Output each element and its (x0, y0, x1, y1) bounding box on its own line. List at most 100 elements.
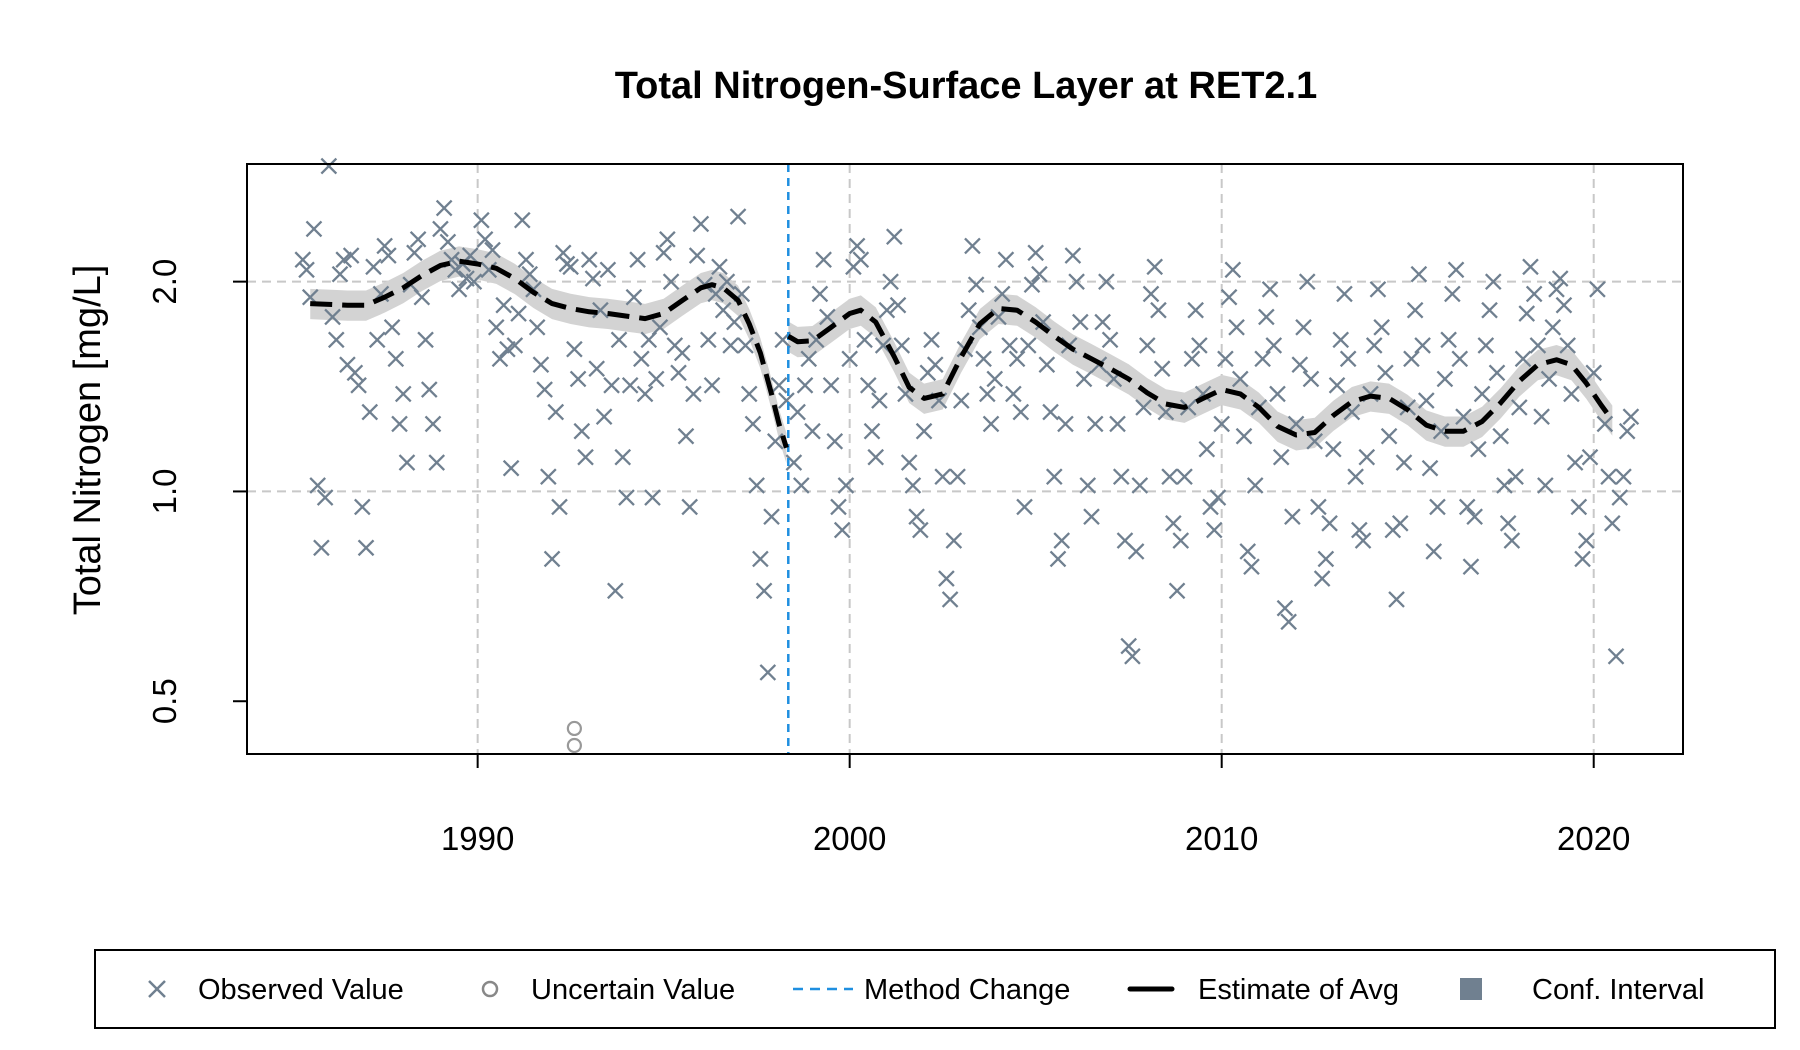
observed-point (859, 376, 877, 394)
plot-frame (246, 163, 1684, 755)
observed-point (1477, 337, 1495, 354)
observed-point (655, 244, 672, 262)
x-tick-label: 2000 (813, 820, 886, 857)
observed-point (1425, 543, 1443, 560)
observed-point (819, 308, 836, 326)
observed-point (1525, 285, 1543, 303)
observed-point (1332, 331, 1350, 349)
observed-point (938, 570, 955, 587)
observed-point (413, 288, 431, 306)
observed-point (1098, 273, 1115, 290)
observed-point (618, 489, 635, 506)
observed-point (982, 415, 1000, 433)
observed-point (740, 385, 758, 403)
observed-point (569, 370, 587, 388)
observed-point (804, 422, 821, 440)
observed-point (1548, 280, 1565, 298)
legend-item-estimate: Estimate of Avg (1127, 974, 1399, 1006)
observed-point (487, 318, 505, 336)
observed-point (871, 392, 888, 409)
y-axis: 0.5 1.0 2.0 (146, 259, 247, 724)
observed-point (722, 337, 739, 354)
legend-item-method-change: Method Change (793, 974, 1070, 1006)
observed-point (677, 427, 695, 445)
observed-point (878, 301, 896, 319)
observed-point (365, 258, 382, 276)
observed-point (692, 215, 710, 233)
observed-point (1544, 318, 1562, 336)
observed-point (1522, 258, 1539, 276)
observed-point (1168, 582, 1186, 600)
observed-point (294, 251, 312, 269)
observed-point (882, 273, 899, 290)
observed-point (1604, 515, 1621, 532)
observed-point (1607, 647, 1625, 665)
observed-point (1377, 364, 1394, 382)
observed-point (815, 251, 832, 269)
observed-point (1421, 459, 1439, 477)
observed-point (606, 582, 624, 600)
observed-point (766, 433, 784, 450)
y-axis-label: Total Nitrogen [mg/L] (67, 265, 109, 616)
legend-label-estimate: Estimate of Avg (1198, 974, 1399, 1006)
observed-point (566, 340, 583, 358)
observed-point (644, 489, 661, 506)
observed-point (1324, 440, 1342, 458)
observed-point (305, 220, 323, 238)
observed-point (1302, 370, 1320, 388)
observed-point (513, 211, 531, 229)
observed-point (521, 265, 539, 283)
observed-point (1484, 273, 1502, 290)
observed-point (912, 521, 929, 539)
observed-point (1310, 498, 1327, 516)
observed-point (1566, 454, 1584, 471)
estimate-of-average (310, 258, 1615, 449)
observed-point (1005, 385, 1022, 403)
ci-band (310, 246, 787, 464)
observed-point (595, 408, 613, 426)
observed-point (316, 489, 334, 506)
observed-point (1135, 399, 1152, 416)
observed-point (659, 231, 676, 248)
observed-point (789, 403, 806, 421)
observed-point (904, 477, 922, 494)
y-tick-label: 2.0 (146, 259, 183, 305)
observed-point (584, 270, 602, 287)
observed-point (673, 344, 691, 362)
legend-item-observed: Observed Value (148, 974, 404, 1006)
observed-point (811, 285, 829, 303)
observed-point (848, 237, 866, 255)
observed-point (1246, 477, 1264, 494)
observed-point (688, 247, 706, 264)
observed-point (473, 211, 490, 229)
observed-point (1138, 337, 1156, 354)
observed-point (331, 265, 349, 283)
observed-point (1120, 637, 1138, 655)
legend-x-marker (148, 980, 166, 998)
observed-point (342, 247, 360, 264)
observed-point (1447, 261, 1465, 279)
observed-point (409, 231, 427, 248)
observed-point (1057, 415, 1074, 433)
observed-point (621, 376, 639, 394)
observed-point (949, 468, 966, 485)
observed-point (1213, 415, 1231, 433)
observed-point (450, 280, 468, 298)
observed-point (1198, 440, 1216, 458)
observed-point (1031, 265, 1048, 283)
observed-point (1094, 313, 1111, 331)
legend-label-observed: Observed Value (198, 974, 404, 1006)
observed-point (1042, 403, 1059, 421)
observed-point (1458, 498, 1476, 516)
observed-point (1109, 415, 1126, 433)
observed-point (837, 477, 855, 494)
observed-point (1414, 337, 1431, 354)
observed-point (1417, 392, 1435, 409)
observed-point (1514, 350, 1532, 368)
observed-point (852, 251, 870, 269)
observed-point (465, 273, 483, 290)
x-tick-label: 2020 (1557, 820, 1630, 857)
observed-point (1581, 448, 1599, 466)
observed-point (1243, 558, 1260, 575)
